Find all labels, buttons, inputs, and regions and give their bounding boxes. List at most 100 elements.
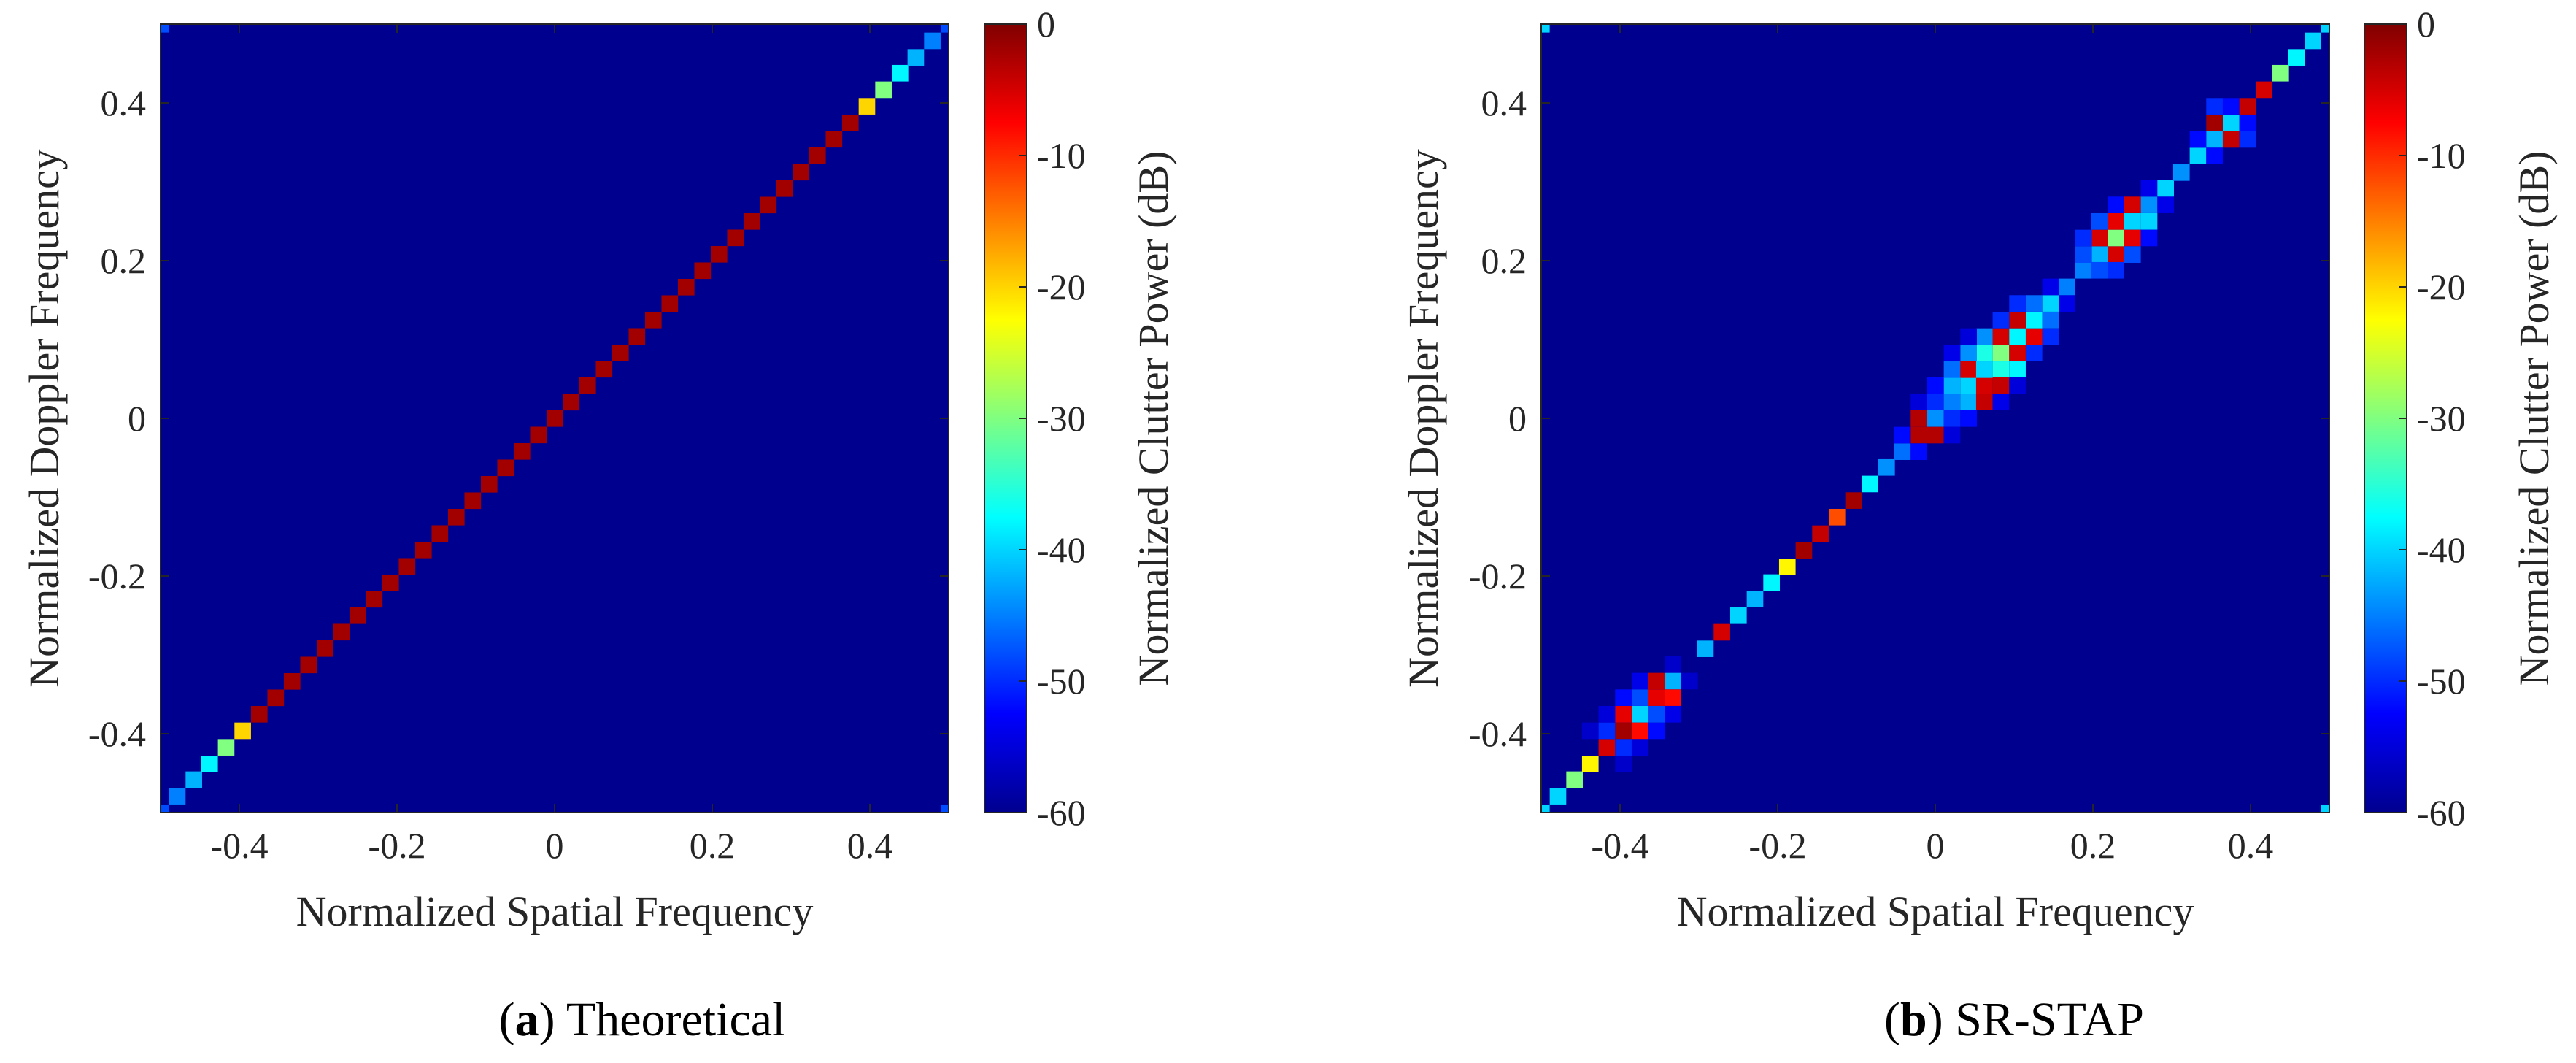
heatmap-cell [1878,458,1895,476]
heatmap-cell [2108,261,2124,279]
heatmap-cell [1943,394,1961,410]
y-tick-label: 0.2 [1481,240,1527,281]
heatmap-cell [1828,508,1846,526]
heatmap-cell [1992,394,2010,410]
heatmap-cell [2222,114,2240,131]
heatmap-cell [1943,345,1961,361]
caption-tag: b [1900,993,1927,1046]
heatmap-cell [2025,328,2043,345]
heatmap-cell [776,180,793,197]
heatmap-cell [1648,705,1665,723]
heatmap-cell [1812,525,1829,542]
colorbar-tick-label: -20 [1037,266,1086,307]
heatmap-cell [1975,361,1993,378]
heatmap-cell [2009,328,2026,345]
heatmap-cell [2239,114,2256,131]
heatmap-cell [809,147,826,164]
heatmap-cell [1598,722,1616,740]
heatmap-cell [2108,196,2124,213]
y-axis-label: Normalized Doppler Frequency [20,149,68,688]
x-tick-label: 0.4 [2228,825,2274,866]
heatmap-cell [2239,131,2256,148]
heatmap-cell [2305,32,2321,50]
colorbar-tick-label: -50 [2417,661,2466,702]
heatmap-cell [924,32,941,50]
heatmap-cell [1681,672,1698,690]
heatmap-cell [2124,212,2141,230]
heatmap-cell [2288,49,2305,66]
heatmap-cell [349,607,366,624]
heatmap-cell [2239,98,2256,115]
heatmap-cell [1631,672,1648,690]
heatmap-cell [1960,361,1977,378]
x-tick-label: 0 [1927,825,1945,866]
colorbar-tick-label: 0 [1037,4,1055,45]
heatmap-cell [1927,394,1944,410]
heatmap-cell [1910,426,1927,444]
heatmap-cell [1631,705,1648,723]
heatmap-cell [2009,361,2026,378]
colorbar-tick-label: -40 [2417,529,2466,570]
heatmap-cell [1943,426,1961,444]
heatmap-cell [1960,328,1977,345]
heatmap-cell [1894,426,1911,444]
heatmap-cell [2206,98,2223,115]
heatmap-cell [1615,739,1632,756]
heatmap-cell [267,689,285,707]
heatmap-cell [185,771,202,788]
heatmap-cell [1992,328,2010,345]
heatmap-cell [1631,722,1648,740]
heatmap-cell [1992,361,2010,378]
colorbar-tick-label: -10 [2417,135,2466,176]
caption-paren-close: ) [539,993,566,1046]
colorbar-tick-label: -30 [1037,398,1086,439]
heatmap-cell [644,311,662,329]
heatmap-cell [2206,114,2223,131]
heatmap-cell [940,24,949,33]
y-tick-label: 0 [1508,398,1527,439]
heatmap-cell [497,459,514,477]
colorbar-tick-label: -30 [2417,398,2466,439]
heatmap-cell [250,705,268,723]
heatmap-cell [2091,261,2108,279]
caption-paren-open: ( [1884,993,1900,1046]
heatmap-cell [2059,295,2075,312]
heatmap-cell [1729,607,1747,624]
x-axis-label: Normalized Spatial Frequency [296,888,814,935]
heatmap-cell [1845,492,1862,509]
heatmap-cell [1566,771,1583,788]
y-tick-label: 0 [128,398,146,439]
heatmap-cell [382,574,399,591]
heatmap-cell [1943,377,1961,394]
heatmap-cell [1910,394,1927,410]
heatmap-cell [2189,131,2207,148]
heatmap-cell [1960,377,1977,394]
heatmap-cell [694,262,712,280]
heatmap-cell [234,722,251,740]
heatmap-cell [940,804,949,813]
heatmap-cell [447,508,465,526]
heatmap-cell [1975,394,1993,410]
heatmap-cells [1541,24,2329,813]
heatmap-cell [2025,311,2043,329]
heatmap-cell [1615,756,1632,772]
heatmap-cell [1992,345,2010,361]
heatmap-cell [2157,196,2174,213]
heatmap-cell [1541,804,1550,813]
heatmap-cell [2009,377,2026,394]
heatmap-cell [1665,656,1681,673]
x-axis-label: Normalized Spatial Frequency [1677,888,2194,935]
caption-tag: a [515,993,539,1046]
heatmap-cell [1615,689,1632,706]
y-tick-label: -0.2 [1469,556,1527,596]
heatmap-cell [2042,328,2059,345]
heatmap-cell [1960,394,1977,410]
heatmap-cell [760,196,777,214]
heatmap-cell [710,245,728,263]
colorbar-label: Normalized Clutter Power (dB) [2510,151,2558,686]
heatmap-cells [161,24,949,813]
heatmap-cell [1894,443,1911,460]
heatmap-cell [1746,591,1764,607]
heatmap-cell [2206,147,2223,164]
